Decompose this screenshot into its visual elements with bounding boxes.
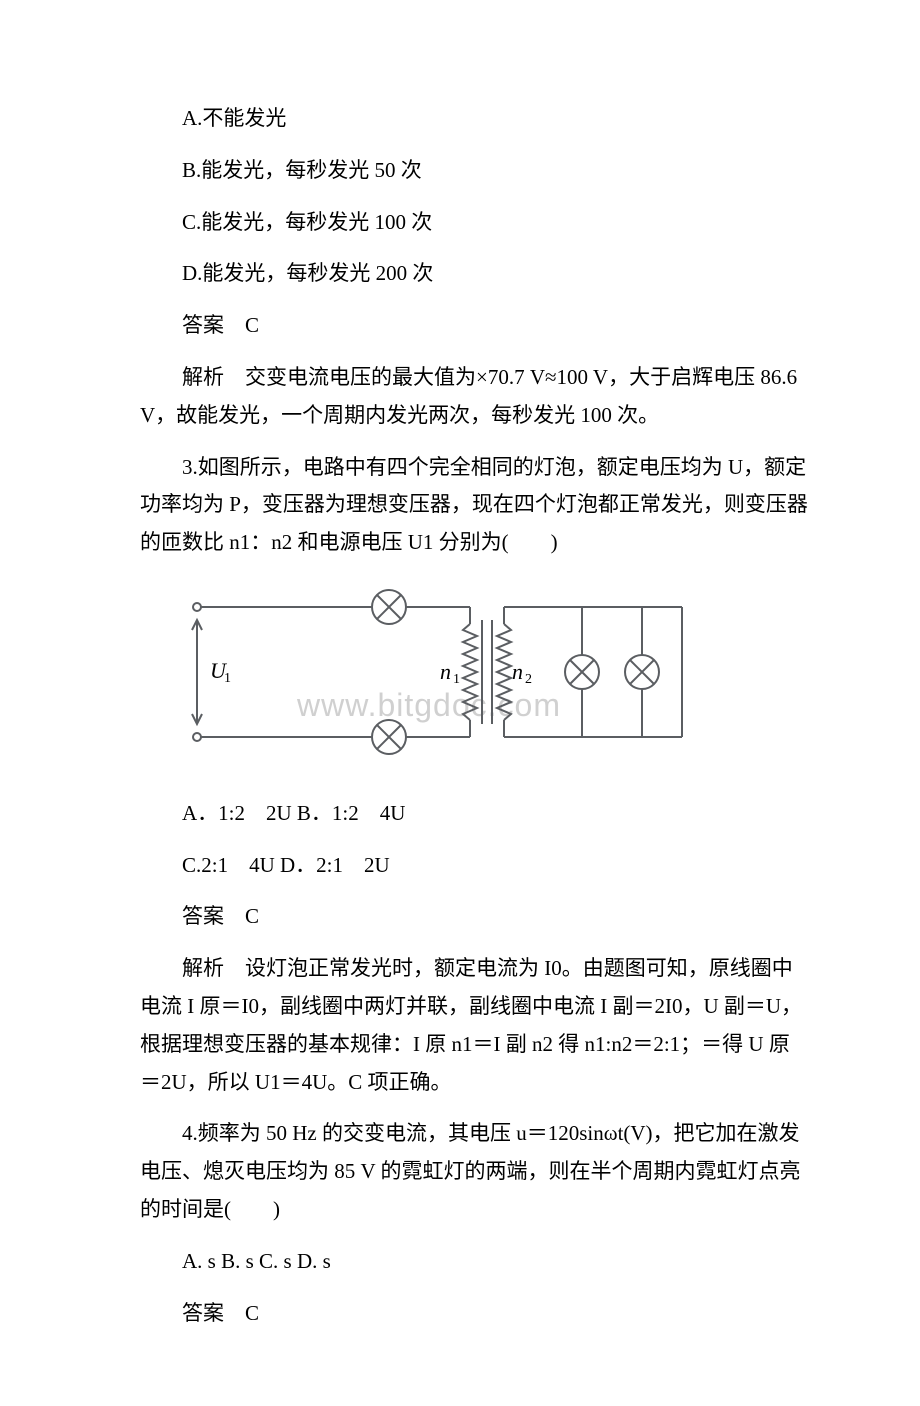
option-a-q2: A.不能发光 bbox=[140, 100, 810, 138]
option-c-q2: C.能发光，每秒发光 100 次 bbox=[140, 204, 810, 242]
answer-q4: 答案 C bbox=[140, 1295, 810, 1333]
answer-q3: 答案 C bbox=[140, 898, 810, 936]
question-4: 4.频率为 50 Hz 的交变电流，其电压 u＝120sinωt(V)，把它加在… bbox=[140, 1115, 810, 1228]
options-q4: A. s B. s C. s D. s bbox=[140, 1243, 810, 1281]
svg-text:2: 2 bbox=[525, 672, 532, 687]
circuit-diagram: U 1 n 1 n 2 www.bitgdoc.com bbox=[182, 582, 810, 775]
explanation-q3: 解析 设灯泡正常发光时，额定电流为 I0。由题图可知，原线圈中电流 I 原＝I0… bbox=[140, 950, 810, 1101]
svg-text:1: 1 bbox=[453, 672, 460, 687]
options-q3-row2: C.2:1 4U D．2:1 2U bbox=[140, 847, 810, 885]
n2-label: n bbox=[512, 659, 523, 684]
n1-label: n bbox=[440, 659, 451, 684]
explanation-q2: 解析 交变电流电压的最大值为×70.7 V≈100 V，大于启辉电压 86.6 … bbox=[140, 359, 810, 435]
answer-q2: 答案 C bbox=[140, 307, 810, 345]
option-b-q2: B.能发光，每秒发光 50 次 bbox=[140, 152, 810, 190]
options-q3-row1: A．1:2 2U B．1:2 4U bbox=[140, 795, 810, 833]
option-d-q2: D.能发光，每秒发光 200 次 bbox=[140, 255, 810, 293]
svg-text:1: 1 bbox=[224, 671, 231, 686]
question-3: 3.如图所示，电路中有四个完全相同的灯泡，额定电压均为 U，额定功率均为 P，变… bbox=[140, 449, 810, 562]
